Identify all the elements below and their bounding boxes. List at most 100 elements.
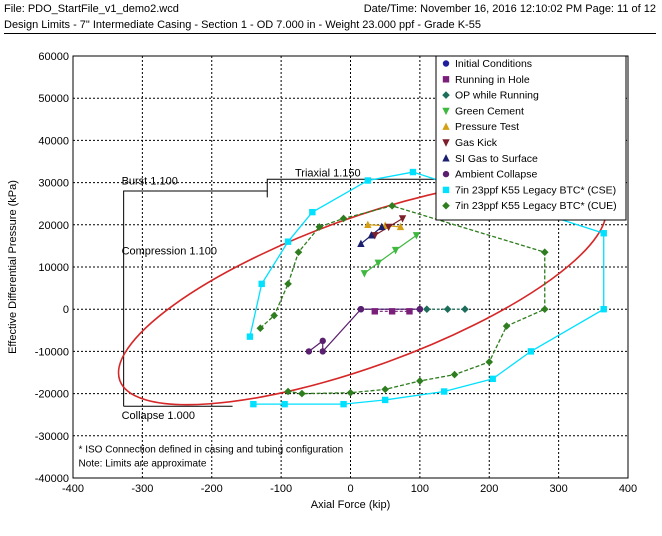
data-point (309, 208, 316, 216)
data-point (258, 280, 265, 288)
tick-labels: -400 -300 -200 -100 0 100 200 300 400 -40000 -3000… (35, 51, 637, 495)
legend-entry: Gas Kick (442, 137, 498, 149)
legend: Initial Conditions Running in Hole OP whil… (435, 55, 627, 221)
data-point (346, 388, 355, 397)
data-point (489, 375, 496, 383)
x-tick-label: -400 (62, 483, 84, 495)
data-point (442, 122, 450, 130)
compression-limit-label: Compression 1.100 (122, 245, 217, 257)
data-point (319, 348, 326, 355)
data-point (374, 259, 382, 267)
legend-entry: 7in 23ppf K55 Legacy BTC* (CSE) (442, 184, 616, 196)
legend-box (435, 55, 627, 221)
data-point (442, 186, 450, 194)
data-point (391, 246, 400, 255)
y-tick-label: 50000 (38, 93, 69, 105)
series-line (308, 308, 420, 353)
data-point (384, 223, 393, 232)
y-tick-label: 0 (63, 304, 69, 316)
data-point (527, 348, 535, 355)
data-point (540, 248, 549, 257)
chart-svg: -400 -300 -200 -100 0 100 200 300 400 -40000 -3000… (7, 51, 637, 511)
data-point (315, 223, 324, 231)
legend-entry: 7in 23ppf K55 Legacy BTC* (CUE) (442, 200, 617, 212)
y-tick-label: 20000 (38, 220, 69, 232)
data-points (246, 168, 607, 408)
data-point (600, 230, 607, 237)
y-tick-label: -20000 (35, 389, 69, 401)
note-limits-approximate: Note: Limits are approximate (79, 459, 207, 470)
data-point (381, 385, 389, 394)
x-axis-title: Axial Force (kip) (311, 499, 390, 511)
y-tick-label: -10000 (35, 346, 69, 358)
data-point (340, 400, 347, 408)
collapse-limit-label: Collapse 1.000 (122, 410, 195, 422)
data-point (284, 387, 292, 396)
data-point (416, 377, 424, 385)
x-tick-label: -200 (201, 483, 223, 495)
data-point (371, 232, 379, 240)
data-point (378, 222, 386, 231)
file-name-label: File: PDO_StartFile_v1_demo2.wcd (4, 3, 179, 15)
note-iso-connection: * ISO Connection defined in casing and t… (79, 445, 344, 456)
data-point (371, 308, 378, 315)
data-point (367, 231, 376, 239)
data-point (461, 305, 469, 313)
x-tick-label: 0 (347, 483, 353, 495)
data-point (600, 306, 607, 313)
legend-label: Gas Kick (455, 137, 498, 149)
data-point (360, 270, 369, 278)
data-point (284, 238, 292, 245)
data-point (442, 139, 450, 147)
data-point (396, 222, 405, 231)
data-point (485, 358, 494, 366)
data-point (412, 232, 421, 240)
data-point (388, 308, 396, 315)
legend-label: SI Gas to Surface (455, 153, 538, 165)
y-tick-label: 10000 (38, 262, 69, 274)
legend-label: Pressure Test (455, 121, 519, 133)
x-tick-label: -100 (270, 483, 292, 495)
legend-entry: Ambient Collapse (442, 169, 537, 181)
data-point (450, 370, 459, 379)
triaxial-limit-label: Triaxial 1.150 (295, 167, 361, 179)
x-tick-label: 300 (549, 483, 567, 495)
y-tick-label: 40000 (38, 135, 69, 147)
data-point (442, 201, 450, 210)
data-point (416, 306, 424, 313)
limit-labels: Burst 1.100 Triaxial 1.150 Compression 1… (122, 167, 361, 422)
design-limits-chart: -400 -300 -200 -100 0 100 200 300 400 -40000 -3000… (0, 36, 662, 531)
legend-label: Green Cement (455, 105, 524, 117)
data-point (381, 396, 389, 404)
data-point (409, 168, 417, 176)
y-tick-label: -40000 (35, 473, 69, 485)
legend-entry: OP while Running (442, 90, 539, 102)
legend-label: Ambient Collapse (455, 169, 537, 181)
y-axis-title: Effective Differential Pressure (kPa) (7, 180, 19, 354)
chart-subtitle: Design Limits - 7" Intermediate Casing -… (4, 19, 656, 34)
burst-limit-label: Burst 1.100 (122, 176, 178, 188)
data-point (357, 306, 365, 313)
legend-entry: Green Cement (442, 105, 524, 117)
data-point (442, 107, 450, 116)
data-point (442, 60, 450, 67)
data-point (502, 322, 511, 330)
datetime-page-label: Date/Time: November 16, 2016 12:10:02 PM… (363, 3, 656, 15)
data-point (440, 388, 448, 395)
legend-label: Initial Conditions (455, 58, 532, 70)
data-point (319, 337, 326, 345)
data-point (388, 202, 396, 210)
data-point (364, 177, 372, 184)
data-point (442, 91, 450, 99)
legend-entry: SI Gas to Surface (442, 153, 538, 165)
data-point (294, 248, 303, 257)
y-tick-label: 60000 (38, 51, 69, 63)
data-point (250, 400, 257, 408)
data-point (281, 400, 288, 408)
plot-area-border (72, 55, 629, 479)
data-point (298, 389, 306, 398)
burst-compression-limit (123, 178, 469, 407)
y-tick-label: -30000 (35, 431, 69, 443)
data-point (442, 154, 450, 162)
legend-label: Running in Hole (455, 74, 530, 86)
